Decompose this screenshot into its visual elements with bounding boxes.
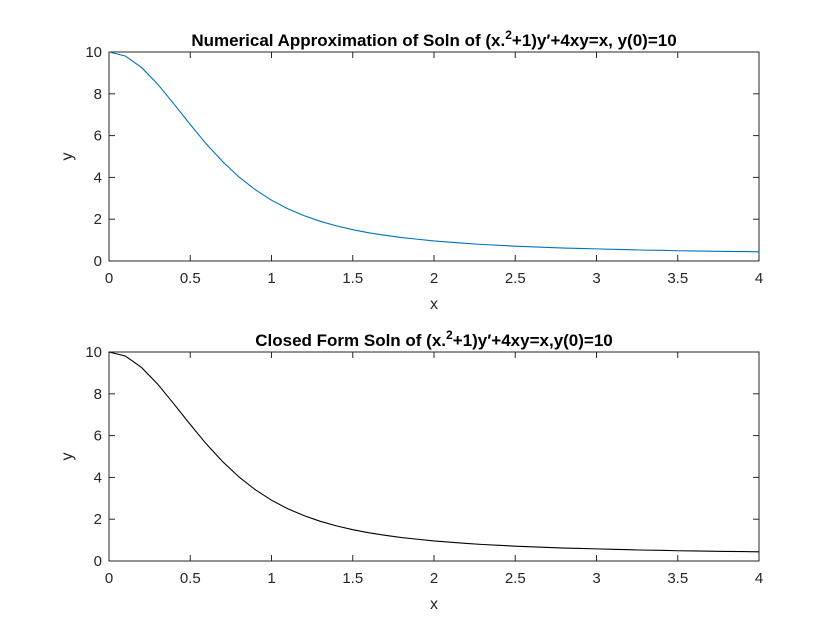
top-chart-y-tick-label: 8 — [94, 86, 102, 103]
bottom-chart-x-tick-label: 0.5 — [180, 570, 201, 587]
top-chart-title: Numerical Approximation of Soln of (x.2+… — [191, 28, 676, 50]
bottom-chart-y-tick-label: 4 — [94, 469, 102, 486]
top-chart-x-tick-label: 0 — [105, 270, 113, 287]
top-chart-x-tick-label: 4 — [755, 270, 763, 287]
bottom-chart-y-tick-label: 10 — [85, 344, 102, 361]
top-chart-y-tick-label: 0 — [94, 253, 102, 270]
top-chart-y-tick-label: 4 — [94, 169, 102, 186]
top-chart-y-tick-label: 6 — [94, 128, 102, 145]
top-chart-x-tick-label: 2 — [430, 270, 438, 287]
bottom-chart-y-tick-label: 6 — [94, 428, 102, 445]
top-chart-x-tick-label: 2.5 — [505, 270, 526, 287]
bottom-chart-y-tick-label: 0 — [94, 553, 102, 570]
bottom-chart-y-tick-label: 8 — [94, 386, 102, 403]
bottom-chart-y-label: y — [59, 453, 76, 461]
top-chart-title-part: 2 — [505, 28, 512, 42]
bottom-chart-x-tick-label: 3 — [592, 570, 600, 587]
top-chart-y-tick-label: 2 — [94, 211, 102, 228]
bottom-chart-x-tick-label: 2.5 — [505, 570, 526, 587]
bottom-chart-x-tick-label: 0 — [105, 570, 113, 587]
bottom-chart-title-part: 2 — [446, 328, 453, 342]
top-chart-axes-box — [108, 51, 760, 262]
top-chart-x-label: x — [430, 296, 438, 313]
bottom-chart-x-tick-label: 1.5 — [342, 570, 363, 587]
top-chart-x-tick-label: 3.5 — [667, 270, 688, 287]
top-chart-y-tick-label: 10 — [85, 44, 102, 61]
bottom-chart-x-label: x — [430, 596, 438, 613]
top-chart-title-part: +1)y′+4xy=x, y(0)=10 — [512, 31, 677, 50]
top-chart-title-part: Numerical Approximation of Soln of (x. — [191, 31, 505, 50]
bottom-chart: Closed Form Soln of (x.2+1)y′+4xy=x,y(0)… — [59, 328, 763, 613]
bottom-chart-x-tick-label: 1 — [267, 570, 275, 587]
bottom-chart-title-part: +1)y′+4xy=x,y(0)=10 — [453, 331, 613, 350]
top-chart-x-tick-label: 3 — [592, 270, 600, 287]
top-chart-x-tick-label: 1 — [267, 270, 275, 287]
bottom-chart-series-line — [108, 351, 760, 553]
top-chart-y-label: y — [59, 153, 76, 161]
bottom-chart-x-tick-label: 4 — [755, 570, 763, 587]
top-chart-x-tick-label: 1.5 — [342, 270, 363, 287]
bottom-chart-x-tick-label: 2 — [430, 570, 438, 587]
bottom-chart-x-tick-label: 3.5 — [667, 570, 688, 587]
bottom-chart-y-tick-label: 2 — [94, 511, 102, 528]
bottom-chart-axes-box — [108, 351, 760, 562]
top-chart-series-line — [108, 51, 760, 253]
bottom-chart-title: Closed Form Soln of (x.2+1)y′+4xy=x,y(0)… — [255, 328, 613, 350]
top-chart: Numerical Approximation of Soln of (x.2+… — [59, 28, 763, 313]
bottom-chart-title-part: Closed Form Soln of (x. — [255, 331, 446, 350]
top-chart-x-tick-label: 0.5 — [180, 270, 201, 287]
